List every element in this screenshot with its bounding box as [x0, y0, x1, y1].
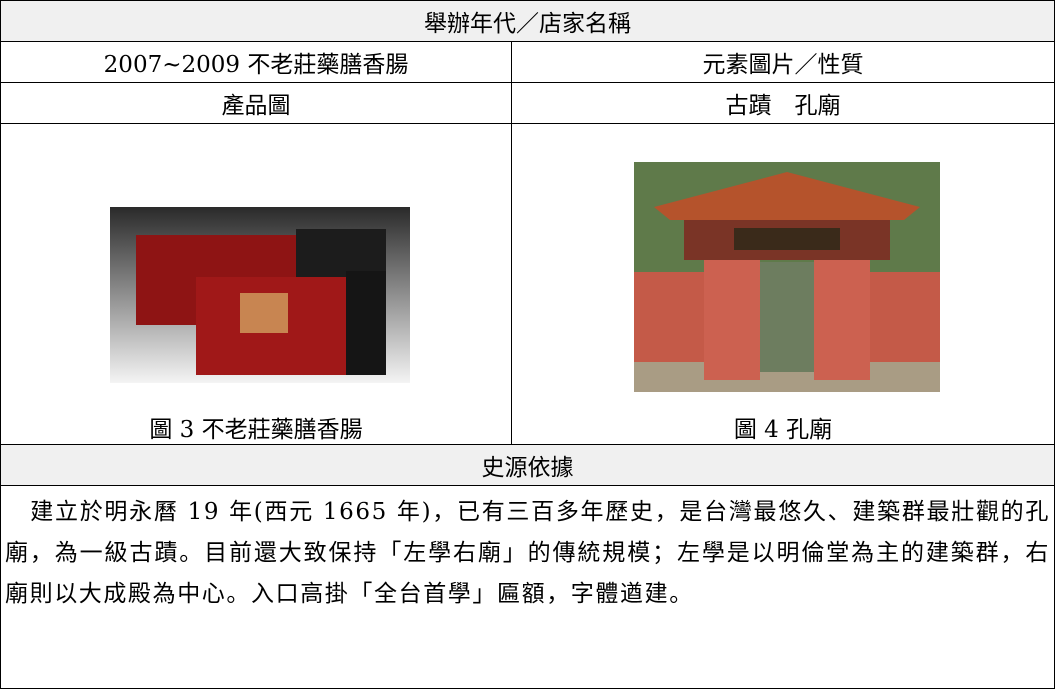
- temple-image: [634, 162, 940, 392]
- table-title: 舉辦年代／店家名稱: [0, 0, 1055, 42]
- figure-caption: 圖 4 孔廟: [733, 417, 833, 443]
- product-image: [110, 207, 410, 383]
- figure-cell: 圖 3 不老莊藥膳香腸: [0, 123, 512, 445]
- cell: 古蹟 孔廟: [511, 82, 1055, 124]
- cell: 2007~2009 不老莊藥膳香腸: [0, 41, 512, 83]
- figure-caption: 圖 3 不老莊藥膳香腸: [149, 417, 363, 443]
- cell: 元素圖片／性質: [511, 41, 1055, 83]
- paragraph: 建立於明永曆 19 年(西元 1665 年)，已有三百多年歷史，是台灣最悠久、建…: [0, 485, 1055, 689]
- cell: 產品圖: [0, 82, 512, 124]
- figure-cell: 圖 4 孔廟: [511, 123, 1055, 445]
- section-heading: 史源依據: [0, 444, 1055, 486]
